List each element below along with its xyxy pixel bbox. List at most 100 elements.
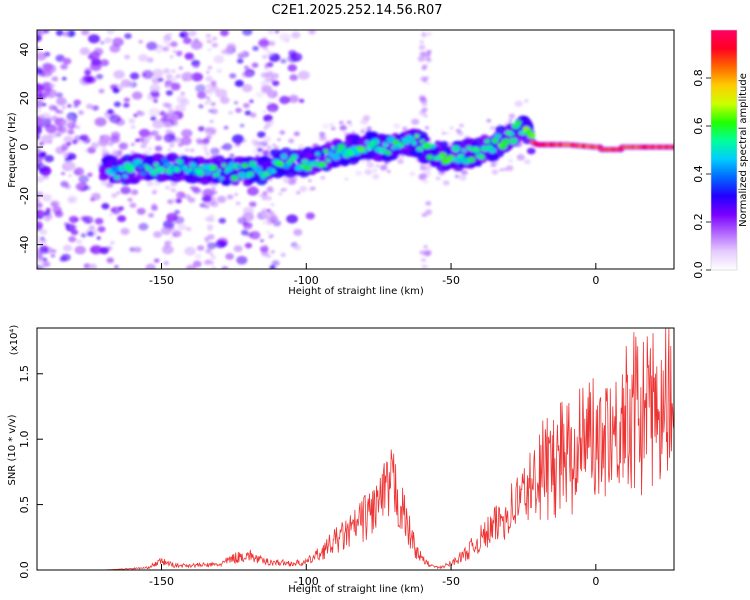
heatmap-cell (257, 131, 266, 138)
heatmap-cell (151, 190, 157, 195)
snr-frame (36, 327, 675, 571)
heatmap-cell (346, 120, 352, 125)
heatmap-cell (170, 181, 178, 187)
heatmap-cell (231, 134, 244, 144)
bottom-y-tick-label: 0.5 (18, 496, 31, 514)
heatmap-cell (55, 30, 64, 36)
heatmap-cell (201, 141, 209, 147)
heatmap-cell (457, 131, 464, 136)
heatmap-cell (208, 245, 213, 249)
heatmap-cell (39, 228, 48, 236)
heatmap-cell (133, 246, 142, 253)
heatmap-cell (177, 142, 184, 147)
heatmap-cell (473, 147, 481, 153)
heatmap-cell (426, 82, 430, 85)
heatmap-cell (45, 207, 51, 212)
heatmap-cell (207, 234, 215, 240)
heatmap-cell (421, 264, 426, 268)
heatmap-cell (319, 161, 327, 168)
heatmap-cell (131, 91, 143, 100)
heatmap-cell (277, 138, 281, 141)
heatmap-cell (50, 254, 56, 258)
heatmap-cell (262, 110, 267, 113)
heatmap-cell (423, 114, 428, 118)
colorbar-tick-label: 0.4 (692, 165, 705, 183)
heatmap-cell (263, 245, 268, 249)
heatmap-cell (278, 162, 285, 168)
heatmap-cell (181, 165, 189, 171)
heatmap-cell (242, 221, 253, 230)
heatmap-cell (212, 36, 218, 41)
heatmap-cell (421, 66, 427, 71)
heatmap-cell (88, 34, 100, 44)
heatmap-cell (205, 191, 213, 198)
heatmap-cell (164, 138, 170, 143)
heatmap-cell (217, 237, 229, 247)
heatmap-cell (295, 190, 301, 195)
heatmap-cell (617, 147, 623, 152)
heatmap-cell (37, 99, 44, 108)
heatmap-cell (523, 159, 531, 165)
heatmap-cell (66, 115, 75, 122)
heatmap-cell (106, 257, 114, 264)
heatmap-cell (279, 95, 290, 105)
heatmap-cell (375, 164, 381, 168)
heatmap-cell (269, 234, 274, 238)
heatmap-cell (151, 203, 158, 209)
colorbar-gradient (711, 30, 737, 270)
heatmap-cell (263, 211, 271, 218)
heatmap-cell (120, 186, 131, 195)
heatmap-cell (260, 80, 269, 87)
heatmap-cell (165, 218, 173, 224)
heatmap-cell (151, 130, 159, 137)
heatmap-cell (384, 161, 389, 165)
heatmap-cell (268, 70, 273, 75)
heatmap-cell (148, 147, 153, 151)
heatmap-cell (123, 97, 131, 103)
heatmap-cell (61, 76, 67, 81)
heatmap-cell (409, 171, 416, 177)
heatmap-cell (109, 44, 121, 53)
heatmap-cell (37, 202, 43, 209)
heatmap-cell (266, 145, 272, 150)
heatmap-cell (385, 150, 392, 156)
heatmap-cell (163, 227, 171, 233)
heatmap-cell (480, 145, 489, 152)
colorbar-label: Normalized spectral amplitude (738, 73, 749, 227)
heatmap-cell (169, 236, 174, 240)
heatmap-cell (287, 54, 298, 63)
heatmap-cell (319, 135, 327, 141)
heatmap-cell (429, 143, 436, 149)
heatmap-cell (207, 39, 213, 44)
heatmap-cell (175, 193, 182, 199)
heatmap-cell (414, 133, 420, 139)
heatmap-cell (37, 107, 42, 114)
heatmap-cell (203, 147, 208, 151)
heatmap-cell (108, 142, 114, 146)
heatmap-cell (108, 213, 113, 217)
heatmap-cell (57, 109, 64, 115)
heatmap-cell (166, 84, 171, 89)
heatmap-cell (308, 187, 313, 192)
heatmap-cell (145, 263, 156, 269)
heatmap-cell (74, 245, 86, 255)
heatmap-cell (128, 171, 136, 178)
heatmap-cell (366, 126, 372, 131)
heatmap-cell (215, 88, 228, 99)
heatmap-cell (466, 145, 472, 151)
spectrogram-heatmap (37, 30, 674, 269)
heatmap-cell (280, 252, 286, 257)
heatmap-cell (137, 110, 145, 117)
heatmap-cell (439, 141, 449, 148)
heatmap-cell (328, 122, 335, 128)
heatmap-cell (424, 249, 432, 256)
heatmap-cell (105, 181, 114, 188)
heatmap-cell (419, 139, 425, 144)
heatmap-cell (423, 79, 428, 83)
heatmap-cell (222, 178, 232, 186)
heatmap-cell (425, 201, 432, 206)
heatmap-cell (223, 125, 229, 130)
bottom-y-tick-label: 0.0 (18, 561, 31, 579)
heatmap-cell (63, 135, 74, 144)
heatmap-cell (153, 162, 160, 167)
